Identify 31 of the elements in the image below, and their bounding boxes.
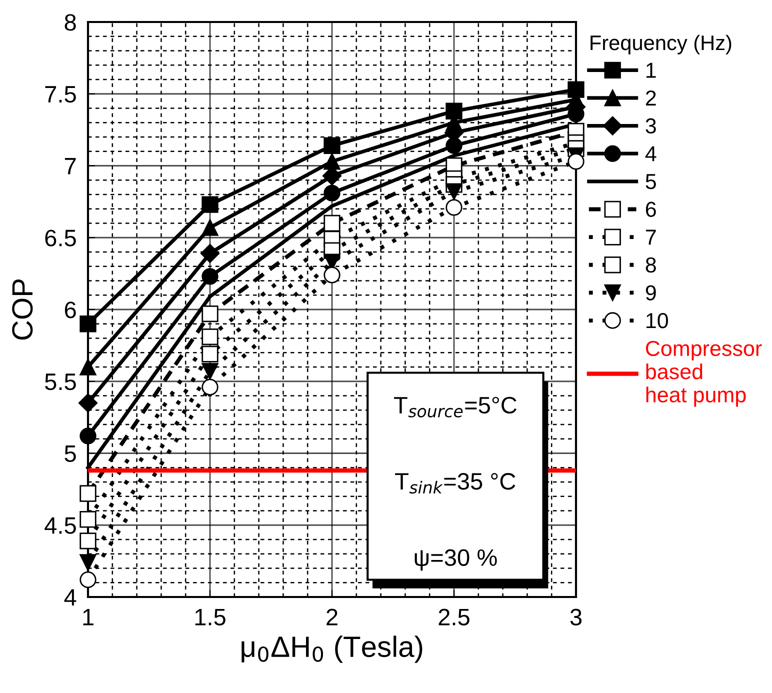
legend-label: 1 (646, 62, 656, 78)
legend-label: 9 (646, 285, 656, 300)
annotation: T$_{sink}$=35 °C (395, 473, 516, 494)
x-tick-label: 1.5 (195, 608, 226, 626)
y-tick-label: 6.5 (45, 230, 76, 246)
legend-label: 4 (645, 146, 656, 162)
x-tick-label: 1 (83, 608, 94, 626)
y-tick-label: 6 (64, 302, 76, 318)
x-tick-label: 2.5 (438, 608, 470, 626)
legend-label: 10 (646, 313, 668, 328)
legend-title: Frequency (Hz) (590, 34, 732, 54)
legend-label: 7 (646, 230, 656, 245)
y-tick-label: 5 (64, 446, 76, 462)
y-tick-label: 8 (64, 14, 76, 31)
annotation: ψ=30 % (414, 549, 497, 571)
y-tick-label: 7 (64, 158, 76, 174)
x-tick-label: 3 (570, 608, 582, 626)
legend-label: 3 (646, 118, 656, 134)
annotation: T$_{source}$=5°C (394, 396, 517, 418)
y-tick-label: 4.5 (44, 517, 76, 534)
legend-label: 5 (646, 174, 656, 190)
x-axis-title: μ$_{0}$ΔH$_{0}$ (Tesla) (242, 636, 422, 663)
legend-label: Compressor based heat pump (646, 340, 762, 407)
y-axis-title: COP (12, 279, 33, 340)
legend-label: 2 (646, 90, 656, 106)
y-tick-label: 5.5 (45, 374, 76, 390)
y-tick-label: 4 (64, 589, 76, 606)
x-tick-label: 2 (326, 608, 338, 626)
legend-label: 6 (646, 202, 656, 217)
y-tick-label: 7.5 (45, 86, 76, 103)
legend-label: 8 (646, 257, 656, 273)
